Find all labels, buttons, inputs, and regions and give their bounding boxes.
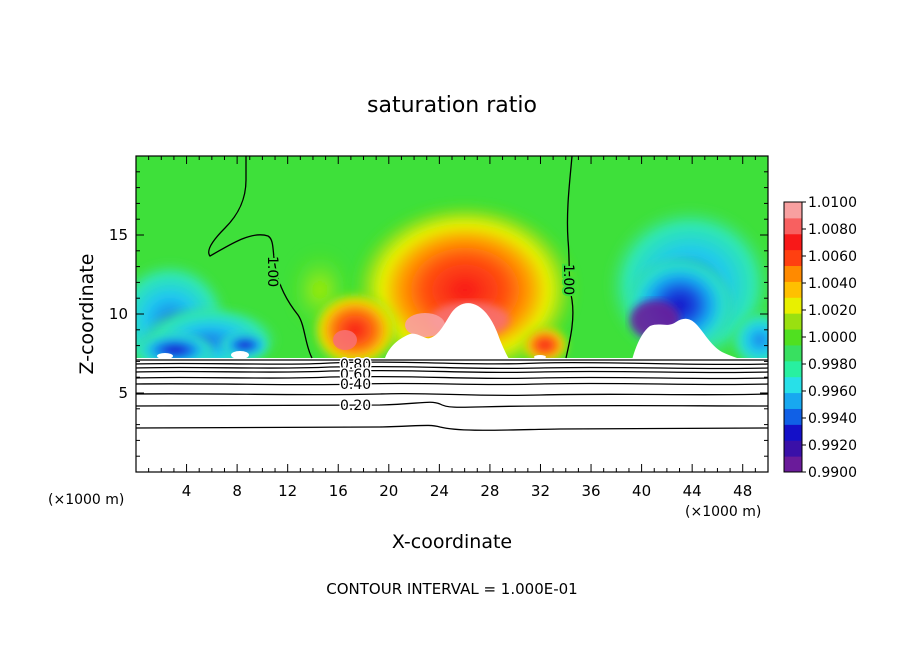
colorbar-tick-label: 1.0100: [808, 195, 857, 211]
x-unit-note-left: (×1000 m): [48, 492, 124, 508]
y-tick-label: 10: [109, 305, 128, 323]
colorbar-swatch: [784, 360, 802, 378]
colorbar-swatch: [784, 202, 802, 219]
chart-title: saturation ratio: [367, 93, 537, 118]
x-tick-label: 28: [480, 482, 499, 500]
y-axis-label: Z-coordinate: [76, 254, 98, 375]
contour-1-00-left: [208, 156, 313, 359]
x-tick-label: 8: [232, 482, 242, 500]
colorbar-swatch: [784, 392, 802, 409]
contour-lines: [136, 156, 768, 431]
contour-interval-footer: CONTOUR INTERVAL = 1.000E-01: [326, 580, 577, 598]
colorbar-swatch: [784, 249, 802, 267]
contour-label-1-00-left: 1.00: [264, 256, 280, 287]
colorbar-tick-label: 0.9900: [808, 465, 857, 481]
x-axis-ticks: 4 8 12 16 20 24 28 32 36 40 44 48: [148, 156, 756, 500]
colorbar-labels: 1.0100 1.0080 1.0060 1.0040 1.0020 1.0000 0.99…: [802, 195, 857, 481]
colorbar-swatch: [784, 265, 802, 282]
colorbar-swatch: [784, 329, 802, 346]
contour-1-00-right: [565, 156, 574, 359]
y-tick-label: 15: [109, 226, 128, 244]
colorbar-swatch: [784, 217, 802, 235]
contour-label-group: 1.00 1.00 0.80 0.60 0.40 0.20: [262, 254, 578, 416]
contour-label-0-40: 0.40: [340, 377, 371, 393]
colorbar-tick-label: 1.0060: [808, 249, 857, 265]
colorbar-swatch: [784, 376, 802, 394]
y-axis-ticks: 5 10 15: [109, 171, 768, 457]
contour-label-0-80: 0.80: [340, 357, 371, 373]
x-tick-label: 40: [632, 482, 651, 500]
colorbar-swatch: [784, 440, 802, 457]
colorbar-swatch: [784, 233, 802, 251]
contour-label-1-00-right: 1.00: [560, 264, 576, 295]
x-tick-label: 4: [182, 482, 192, 500]
colorbar-tick-label: 1.0000: [808, 330, 857, 346]
y-tick-label: 5: [118, 384, 128, 402]
x-tick-label: 16: [329, 482, 348, 500]
colorbar-tick-label: 0.9940: [808, 411, 857, 427]
colorbar-tick-label: 1.0080: [808, 222, 857, 238]
contour-label-0-20: 0.20: [340, 398, 371, 414]
x-tick-label: 44: [683, 482, 702, 500]
colorbar-swatch: [784, 456, 802, 473]
x-tick-label: 24: [430, 482, 449, 500]
colorbar-tick-label: 1.0020: [808, 303, 857, 319]
colorbar-swatch: [784, 424, 802, 441]
colorbar: [783, 201, 803, 473]
colorbar-tick-label: 0.9920: [808, 438, 857, 454]
contour-label-0-60: 0.60: [340, 367, 371, 383]
x-tick-label: 48: [733, 482, 752, 500]
x-tick-label: 12: [278, 482, 297, 500]
x-unit-note-right: (×1000 m): [685, 504, 761, 520]
x-axis-label: X-coordinate: [392, 531, 512, 553]
x-tick-label: 36: [581, 482, 600, 500]
colorbar-swatch: [784, 313, 802, 330]
colorbar-tick-label: 0.9980: [808, 357, 857, 373]
x-tick-label: 32: [531, 482, 550, 500]
colorbar-swatch: [784, 344, 802, 362]
colorbar-swatch: [784, 297, 802, 314]
heatmap-field: [136, 156, 768, 472]
colorbar-swatch: [784, 281, 802, 298]
colorbar-swatch: [784, 408, 802, 425]
x-tick-label: 20: [379, 482, 398, 500]
colorbar-tick-label: 0.9960: [808, 384, 857, 400]
colorbar-tick-label: 1.0040: [808, 276, 857, 292]
